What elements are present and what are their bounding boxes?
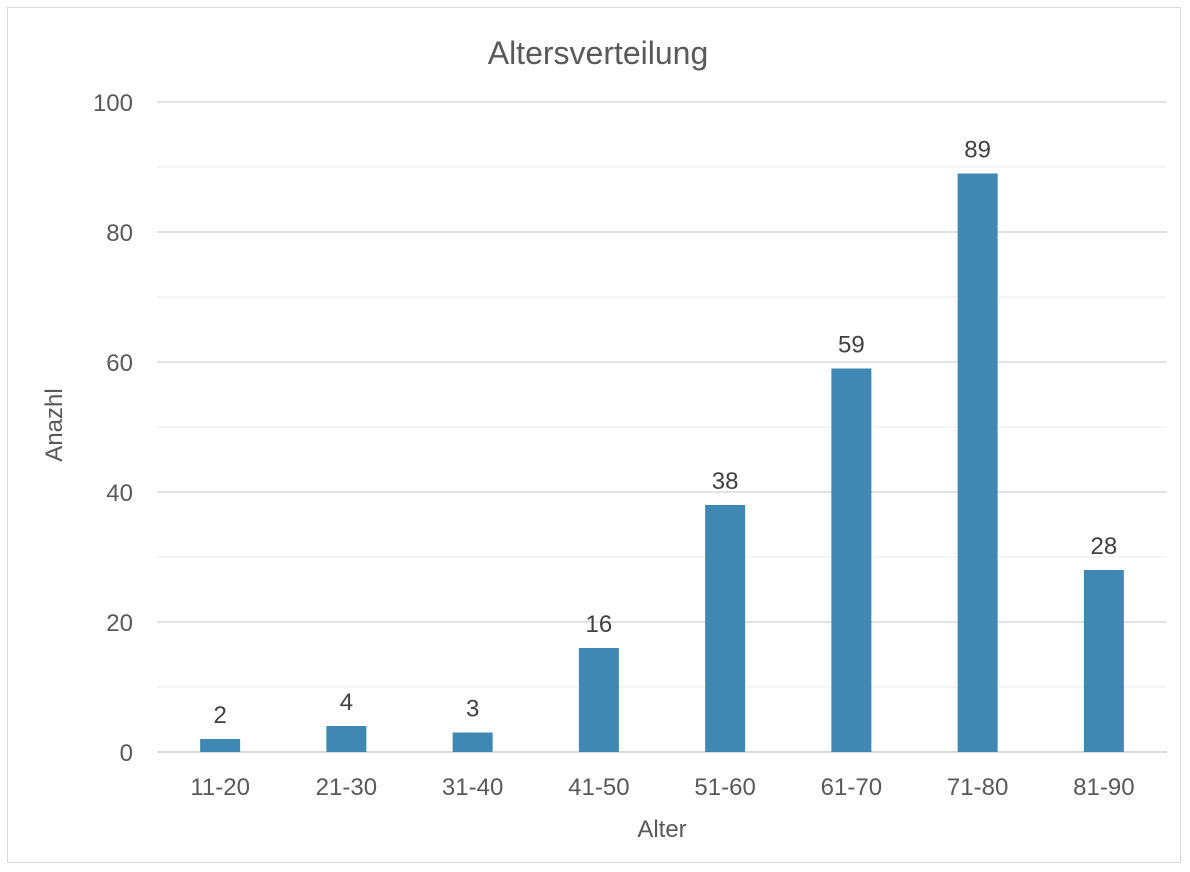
bar-31-40 (452, 732, 493, 752)
data-label-81-90: 28 (1091, 533, 1118, 560)
y-tick-label: 20 (106, 610, 133, 637)
data-label-61-70: 59 (838, 332, 865, 359)
bar-51-60 (705, 505, 746, 752)
data-label-21-30: 4 (340, 689, 353, 716)
x-tick-label: 71-80 (947, 774, 1008, 801)
bar-11-20 (200, 739, 241, 752)
y-tick-label: 100 (93, 90, 133, 117)
data-label-71-80: 89 (964, 137, 991, 164)
x-tick-label: 21-30 (316, 774, 377, 801)
x-tick-label: 51-60 (694, 774, 755, 801)
gridlines (157, 101, 1167, 753)
y-axis-ticks: 0 20 40 60 80 100 (93, 90, 133, 767)
x-tick-label: 11-20 (190, 774, 250, 801)
data-labels: 2 4 3 16 38 59 89 28 (213, 137, 1117, 730)
data-label-51-60: 38 (712, 468, 739, 495)
y-tick-label: 60 (106, 350, 133, 377)
bar-21-30 (326, 726, 367, 752)
y-tick-label: 80 (106, 220, 133, 247)
x-tick-label: 61-70 (821, 774, 882, 801)
y-tick-label: 40 (106, 480, 133, 507)
x-tick-label: 31-40 (442, 774, 503, 801)
bar-71-80 (957, 173, 998, 752)
data-label-11-20: 2 (213, 702, 226, 729)
y-axis-title: Anazhl (41, 388, 68, 461)
x-tick-label: 41-50 (568, 774, 629, 801)
chart-title: Altersverteilung (488, 35, 709, 71)
bar-41-50 (578, 648, 619, 752)
data-label-41-50: 16 (586, 611, 613, 638)
x-axis-ticks: 11-20 21-30 31-40 41-50 51-60 61-70 71-80 81-90 (190, 774, 1134, 801)
y-tick-label: 0 (120, 740, 133, 767)
x-tick-label: 81-90 (1073, 774, 1134, 801)
data-label-31-40: 3 (466, 696, 479, 723)
bar-61-70 (831, 368, 872, 752)
x-axis-title: Alter (637, 816, 686, 843)
bars (200, 173, 1124, 752)
bar-81-90 (1083, 570, 1124, 752)
